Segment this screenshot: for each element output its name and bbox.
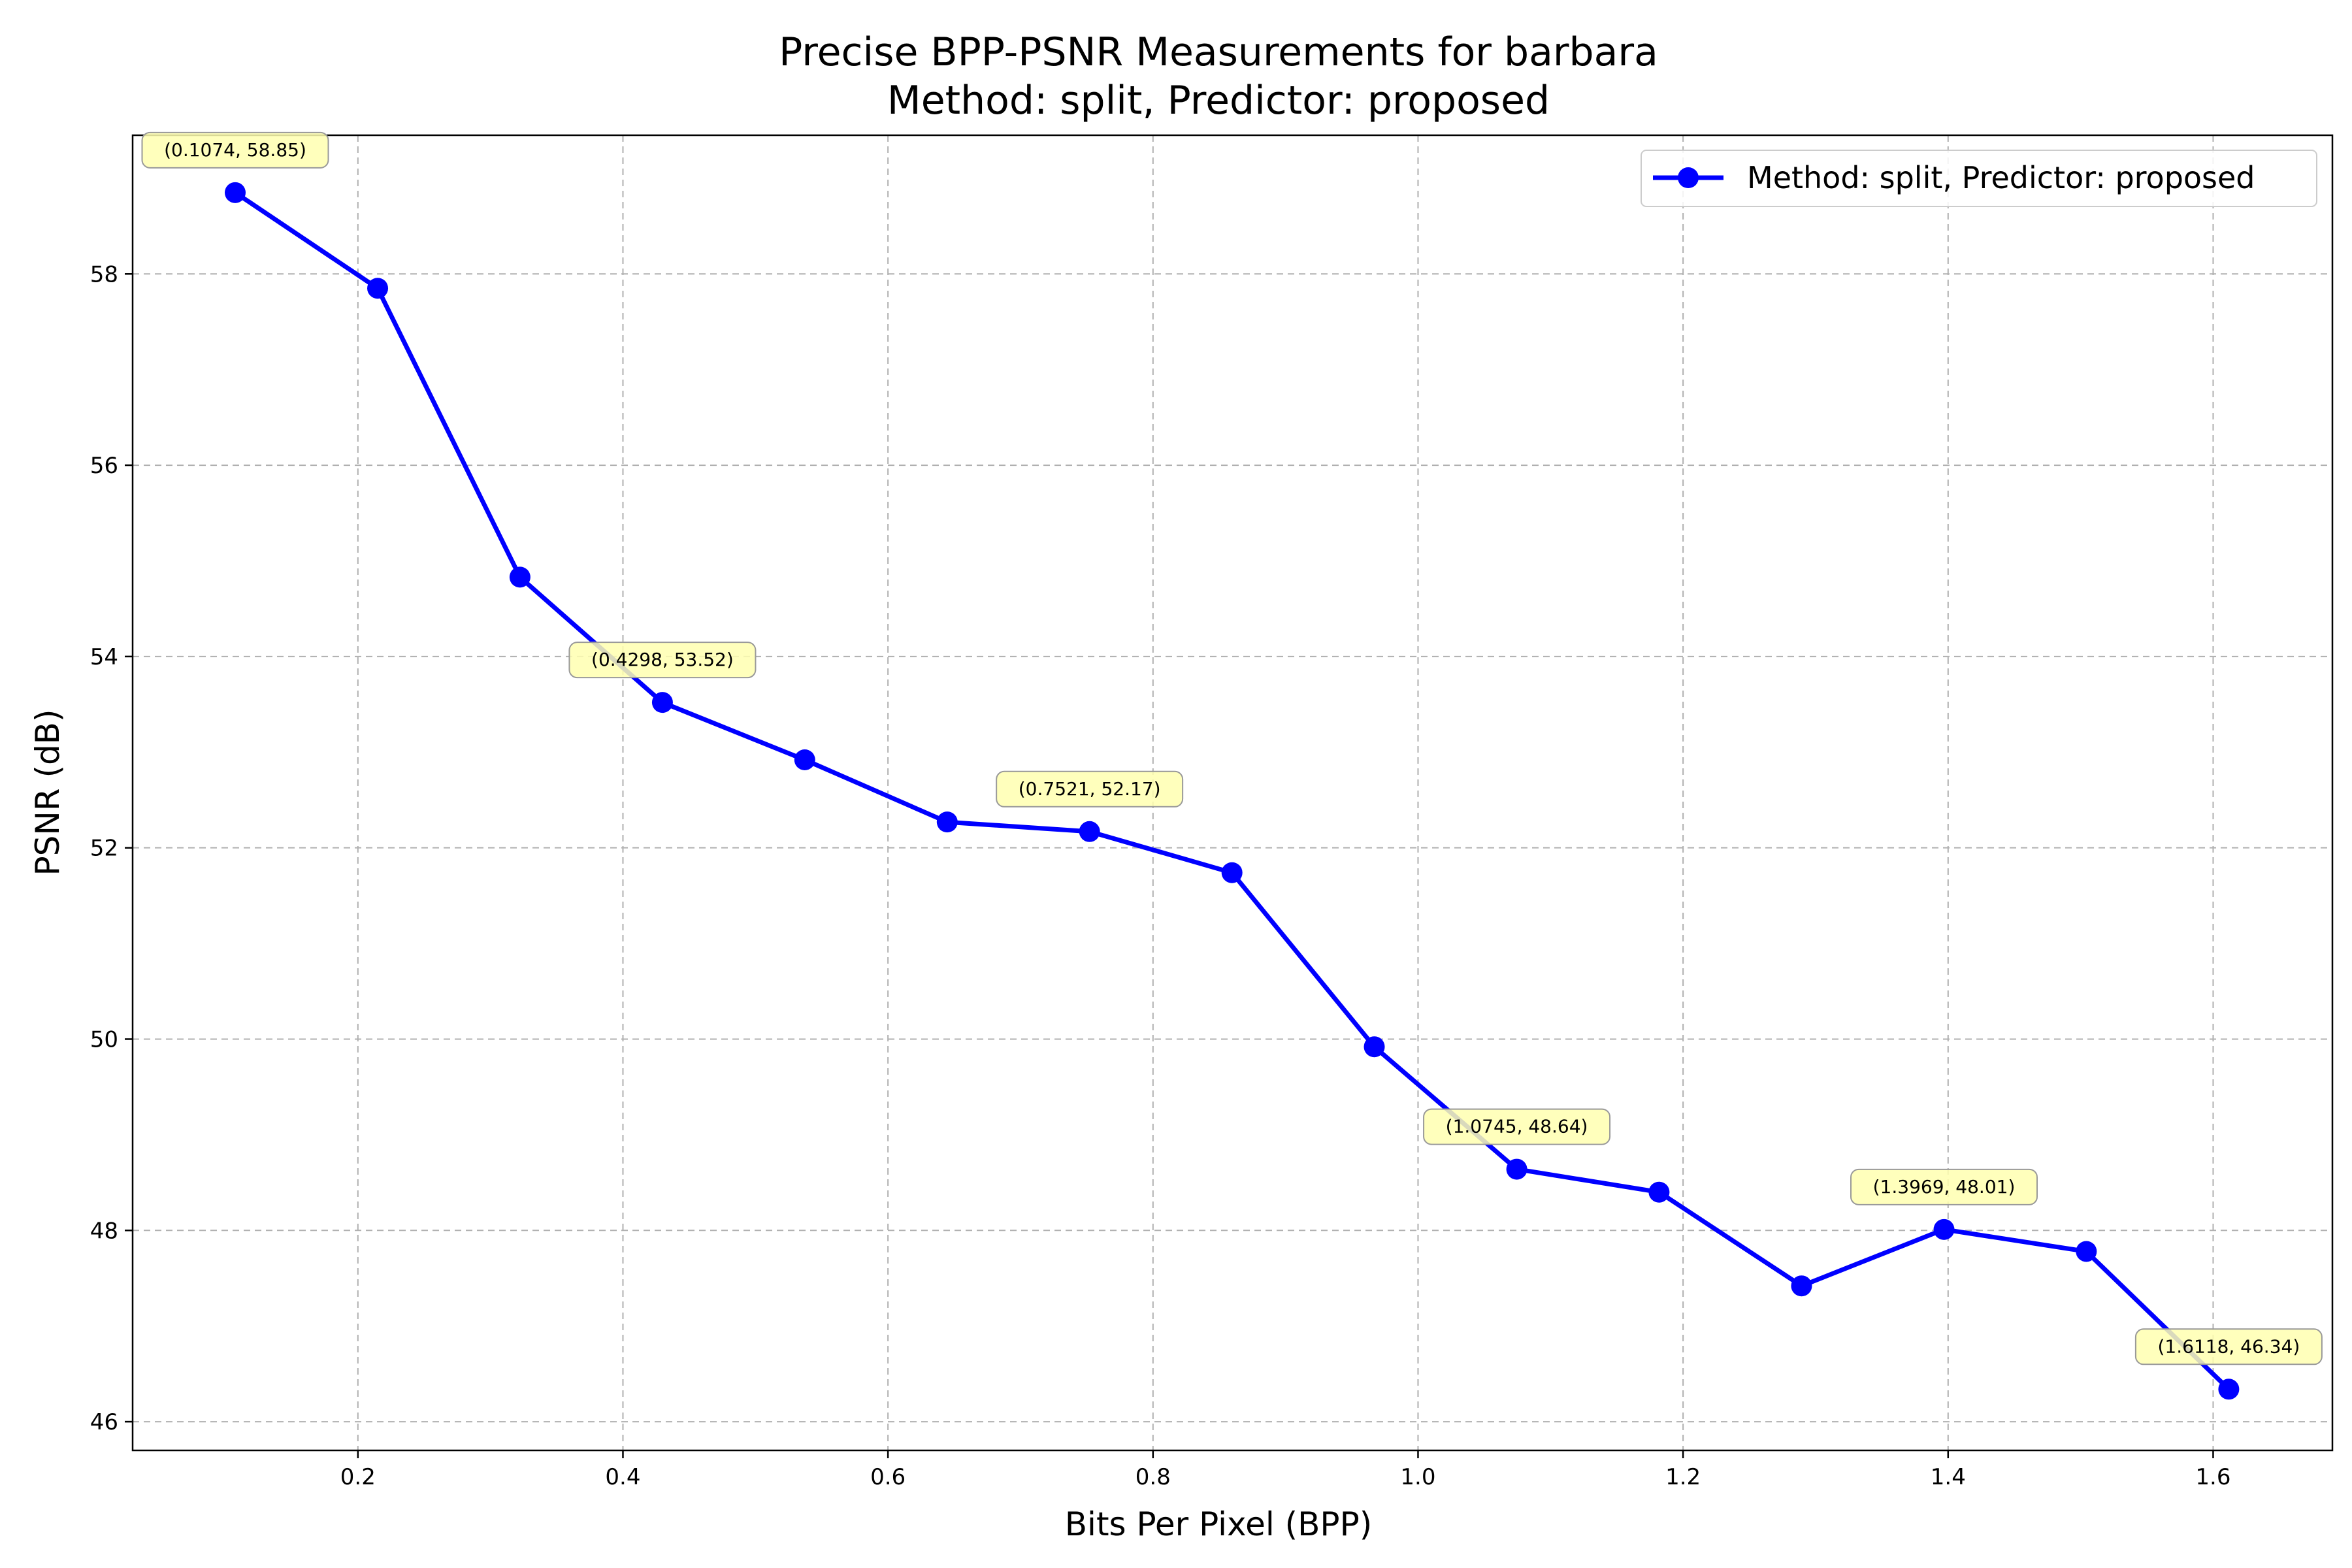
data-point bbox=[794, 749, 815, 770]
y-tick-label: 50 bbox=[90, 1026, 118, 1053]
point-annotation: (1.3969, 48.01) bbox=[1850, 1168, 2038, 1205]
data-point bbox=[1648, 1181, 1670, 1203]
annotation-box bbox=[141, 131, 329, 169]
annotation-box bbox=[996, 770, 1184, 808]
data-point bbox=[1506, 1158, 1527, 1180]
point-annotation: (0.4298, 53.52) bbox=[568, 642, 757, 679]
point-annotation: (0.1074, 58.85) bbox=[141, 131, 329, 169]
annotation-box bbox=[1423, 1108, 1611, 1145]
point-annotation: (0.7521, 52.17) bbox=[996, 770, 1184, 808]
axis-ticks: 0.2 0.4 0.6 0.8 1.0 1.2 1.4 1.6 46 48 50 52 54 56 58 bbox=[90, 261, 2231, 1490]
annotation-label: (1.6118, 46.34) bbox=[2157, 1335, 2300, 1357]
y-tick-label: 48 bbox=[90, 1218, 118, 1244]
y-tick-label: 52 bbox=[90, 836, 118, 862]
annotation-box bbox=[2134, 1328, 2323, 1365]
series-layer bbox=[224, 182, 2240, 1400]
data-point bbox=[1791, 1275, 1812, 1297]
data-point bbox=[1079, 821, 1100, 842]
x-tick-label: 1.4 bbox=[1931, 1464, 1966, 1490]
data-point bbox=[2218, 1379, 2240, 1400]
plot-frame bbox=[131, 134, 2334, 1452]
data-point bbox=[651, 692, 673, 713]
y-tick-label: 58 bbox=[90, 261, 118, 287]
data-point bbox=[1364, 1036, 1385, 1058]
annotation-label: (0.4298, 53.52) bbox=[591, 649, 734, 670]
annotations: (0.1074, 58.85) (0.4298, 53.52) (0.7521, 5… bbox=[141, 131, 2323, 1365]
point-annotation: (1.0745, 48.64) bbox=[1423, 1108, 1611, 1145]
legend-entry-label: Method: split, Predictor: proposed bbox=[1747, 160, 2255, 195]
x-axis-label: Bits Per Pixel (BPP) bbox=[1065, 1505, 1372, 1543]
legend-marker-swatch bbox=[1678, 167, 1699, 188]
x-tick-label: 1.2 bbox=[1665, 1464, 1701, 1490]
data-point bbox=[1933, 1218, 1955, 1240]
y-tick-label: 46 bbox=[90, 1409, 118, 1435]
y-tick-label: 54 bbox=[90, 644, 118, 670]
data-point bbox=[1221, 862, 1243, 883]
y-axis-label: PSNR (dB) bbox=[29, 710, 67, 876]
x-tick-label: 0.2 bbox=[340, 1464, 376, 1490]
annotation-box bbox=[1850, 1168, 2038, 1205]
annotation-label: (1.3969, 48.01) bbox=[1873, 1176, 2016, 1198]
data-point bbox=[367, 278, 389, 299]
y-tick-label: 56 bbox=[90, 453, 118, 479]
data-point bbox=[2076, 1241, 2097, 1262]
point-annotation: (1.6118, 46.34) bbox=[2134, 1328, 2323, 1365]
data-point bbox=[509, 566, 531, 588]
chart-subtitle: Method: split, Predictor: proposed bbox=[887, 78, 1550, 123]
annotation-label: (0.7521, 52.17) bbox=[1019, 778, 1161, 800]
x-tick-label: 0.8 bbox=[1135, 1464, 1171, 1490]
x-tick-label: 0.4 bbox=[605, 1464, 640, 1490]
chart-title: Precise BPP-PSNR Measurements for barbar… bbox=[779, 29, 1658, 75]
legend-box bbox=[1641, 150, 2317, 207]
x-tick-label: 1.6 bbox=[2195, 1464, 2230, 1490]
x-tick-label: 0.6 bbox=[870, 1464, 906, 1490]
annotation-label: (0.1074, 58.85) bbox=[164, 139, 306, 161]
legend: Method: split, Predictor: proposed bbox=[1641, 150, 2317, 207]
annotation-label: (1.0745, 48.64) bbox=[1446, 1116, 1588, 1137]
data-point bbox=[224, 182, 246, 203]
x-tick-label: 1.0 bbox=[1400, 1464, 1435, 1490]
annotation-box bbox=[568, 642, 757, 679]
data-point bbox=[936, 811, 958, 833]
